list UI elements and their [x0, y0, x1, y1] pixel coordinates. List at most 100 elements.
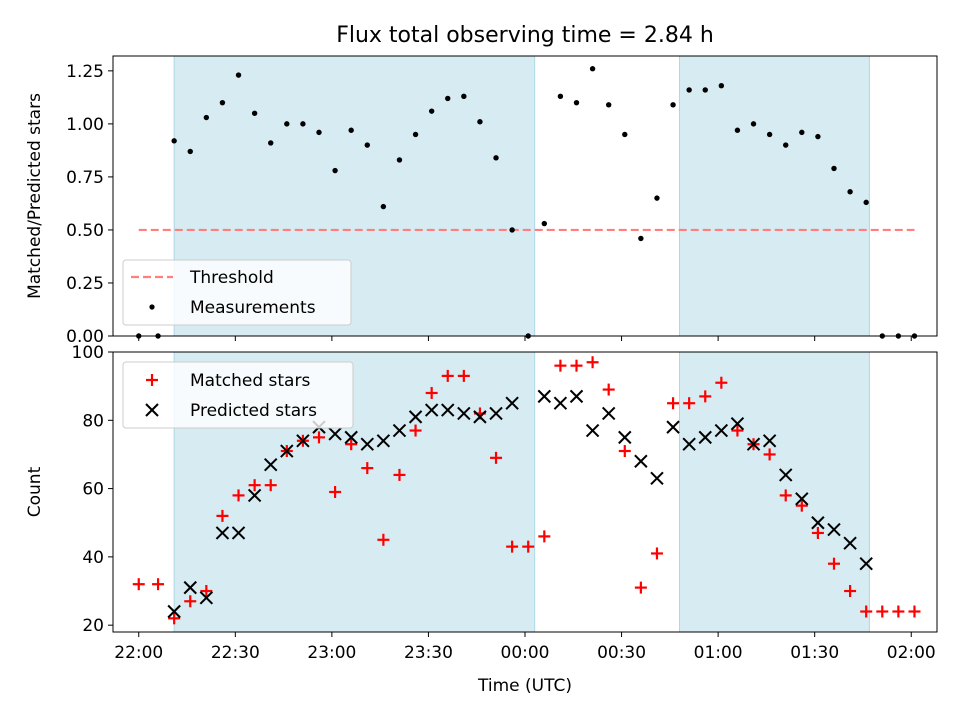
cross-stroke: [553, 396, 568, 410]
cross-stroke: [698, 430, 712, 445]
matched-star-point: [216, 509, 229, 522]
x-tick-label: 23:00: [307, 643, 356, 663]
predicted-star-point: [682, 437, 696, 451]
ratio-plot: 0.00 0.25 0.50 0.75 1.00 1.25 Flux total obse…: [25, 23, 938, 347]
cross-stroke: [762, 434, 777, 448]
x-tick-label: 22:00: [114, 643, 163, 663]
cross-stroke: [505, 396, 519, 410]
matched-star-point: [892, 605, 905, 618]
matched-star-point: [908, 605, 921, 618]
cross-stroke: [392, 423, 407, 438]
y-tick-label: 0.75: [66, 168, 104, 188]
measurement-point: [654, 195, 660, 201]
cross-stroke: [618, 430, 632, 445]
cross-stroke: [666, 420, 680, 434]
measurement-points: [136, 66, 918, 339]
measurement-point: [493, 155, 499, 161]
predicted-star-point: [553, 396, 568, 410]
measurement-point: [605, 102, 612, 108]
cross-stroke: [344, 430, 358, 445]
matched-star-point: [248, 479, 261, 492]
legend-plus-marker: [146, 374, 158, 386]
matched-star-point: [377, 533, 390, 546]
cross-stroke: [280, 444, 294, 458]
matched-star-point: [860, 605, 873, 618]
measurement-point: [557, 93, 564, 100]
x-tick-label: 01:30: [790, 643, 839, 663]
matched-star-point: [313, 431, 325, 444]
matched-star-point: [650, 547, 663, 560]
matched-star-point: [811, 526, 824, 539]
matched-star-point: [602, 383, 615, 396]
matched-star-point: [586, 356, 599, 369]
cross-stroke: [601, 406, 616, 421]
matched-star-point: [828, 557, 840, 570]
predicted-star-point: [424, 403, 439, 417]
cross-stroke: [376, 434, 391, 448]
measurement-point: [316, 129, 322, 136]
measurement-point: [477, 119, 483, 125]
predicted-star-point: [779, 468, 793, 482]
cross-stroke: [231, 526, 246, 540]
measurement-point: [863, 199, 869, 206]
predicted-star-point: [441, 403, 455, 417]
y-axis-label: Count: [25, 466, 45, 517]
x-axis-ticks: 22:00 22:30 23:00 23:30 00:00 00:30 01:00 01:30…: [114, 632, 936, 663]
measurement-point: [445, 95, 451, 102]
measurement-point: [622, 131, 628, 138]
predicted-star-point: [666, 420, 680, 434]
matched-star-point: [538, 530, 551, 543]
cross-stroke: [714, 423, 729, 438]
measurement-point: [541, 220, 548, 227]
cross-stroke: [247, 488, 262, 503]
legend: Threshold Measurements: [122, 259, 352, 326]
matched-star-point: [618, 445, 631, 458]
measurement-point: [364, 142, 370, 148]
measurement-point: [380, 203, 387, 210]
predicted-star-point: [360, 437, 374, 451]
cross-stroke: [746, 437, 761, 451]
predicted-star-point: [650, 471, 664, 486]
legend-matched-swatch: [146, 374, 158, 386]
predicted-star-point: [762, 434, 777, 448]
y-axis-ticks: 20 40 60 80 100: [72, 343, 113, 636]
predicted-star-point: [264, 457, 278, 472]
measurement-point: [783, 142, 789, 148]
predicted-star-point: [714, 423, 729, 438]
y-tick-label: 40: [82, 548, 104, 568]
matched-star-point: [570, 359, 583, 372]
predicted-star-point: [585, 423, 600, 438]
observing-interval: [679, 56, 870, 336]
cross-stroke: [585, 423, 600, 438]
matched-star-point: [184, 595, 197, 608]
matched-star-point: [715, 376, 728, 389]
cross-stroke: [634, 454, 648, 468]
count-points: [132, 356, 921, 625]
cross-stroke: [457, 406, 471, 421]
measurement-point: [638, 235, 644, 242]
predicted-star-point: [183, 580, 197, 595]
predicted-star-point: [537, 389, 552, 404]
measurement-point: [750, 121, 757, 127]
matched-star-point: [667, 397, 680, 410]
matched-star-point: [329, 486, 342, 498]
predicted-star-point: [280, 444, 294, 458]
measurement-point: [766, 131, 773, 138]
measurement-point: [815, 133, 821, 140]
measurement-point: [799, 129, 805, 136]
matched-star-point: [683, 397, 696, 410]
y-tick-label: 0.50: [66, 221, 104, 241]
measurement-point: [219, 99, 226, 106]
cross-stroke: [859, 557, 873, 571]
legend-box: [122, 259, 352, 326]
cross-stroke: [215, 526, 230, 540]
y-tick-label: 1.25: [66, 62, 104, 82]
y-tick-label: 60: [82, 480, 104, 500]
measurement-point: [428, 108, 435, 114]
measurement-point: [589, 66, 596, 72]
matched-star-point: [232, 489, 245, 502]
matched-star-point: [844, 585, 857, 598]
matched-star-point: [152, 578, 165, 591]
measurement-point: [332, 167, 338, 174]
cross-stroke: [827, 522, 841, 537]
